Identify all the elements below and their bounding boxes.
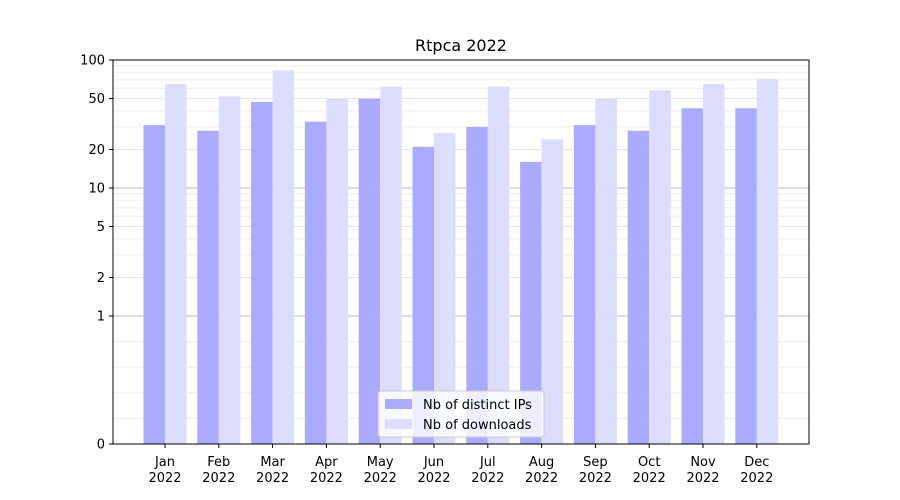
x-tick-label-year: 2022 (740, 471, 773, 486)
bar-downloads (272, 70, 295, 444)
x-tick-label-month: Nov (690, 455, 716, 470)
plot-frame (112, 59, 810, 445)
bar-downloads (434, 132, 456, 444)
bar-downloads (218, 96, 241, 445)
y-tick-label: 1 (97, 310, 105, 325)
bar-downloads (649, 90, 671, 444)
x-tick-label-year: 2022 (417, 471, 450, 486)
x-tick-label-month: Aug (529, 455, 554, 470)
x-tick-label-year: 2022 (364, 471, 397, 486)
x-tick-label-year: 2022 (310, 471, 343, 486)
y-tick-label: 20 (88, 143, 105, 158)
bar-distinct-ips (735, 108, 757, 444)
x-tick-label-month: Jun (423, 455, 444, 470)
bar-distinct-ips (627, 130, 650, 444)
legend: Nb of distinct IPs Nb of downloads (377, 390, 545, 438)
y-tick-label: 0 (97, 438, 105, 453)
y-tick-label: 2 (97, 271, 105, 286)
legend-swatch (385, 419, 412, 429)
bar-distinct-ips (358, 98, 381, 445)
bar-downloads (165, 83, 187, 445)
bar-downloads (756, 79, 779, 444)
y-tick-label: 100 (80, 54, 105, 69)
bar-distinct-ips (520, 161, 542, 445)
x-tick-label-month: Feb (207, 455, 230, 470)
x-tick-label-month: Apr (315, 455, 338, 470)
y-tick-label: 5 (97, 220, 105, 235)
chart-title: Rtpca 2022 (415, 36, 507, 55)
bar-distinct-ips (197, 130, 219, 444)
x-tick-label-year: 2022 (579, 471, 612, 486)
x-tick-label-year: 2022 (202, 471, 235, 486)
bar-distinct-ips (251, 101, 273, 445)
x-tick-label-month: Jan (154, 455, 175, 470)
x-tick-label-month: Sep (583, 455, 608, 470)
legend-label: Nb of distinct IPs (423, 398, 532, 413)
bar-distinct-ips (573, 125, 596, 444)
bars (143, 70, 779, 445)
bar-downloads (487, 86, 510, 445)
legend-label: Nb of downloads (423, 418, 532, 433)
x-tick-label-year: 2022 (686, 471, 719, 486)
bar-distinct-ips (681, 108, 703, 444)
bar-downloads (380, 86, 402, 445)
bar-downloads (326, 98, 348, 445)
x-tick-label-year: 2022 (471, 471, 504, 486)
legend-box (377, 390, 545, 438)
bar-downloads (703, 83, 725, 445)
x-tick-label-month: Oct (638, 455, 660, 470)
x-tick-label-month: Mar (260, 455, 285, 470)
legend-swatch (385, 399, 412, 409)
y-tick-label: 10 (88, 182, 105, 197)
bar-distinct-ips (304, 121, 327, 444)
x-tick-label-month: Dec (744, 455, 769, 470)
x-tick-label-month: May (367, 455, 394, 470)
bar-distinct-ips (466, 126, 488, 445)
bar-distinct-ips (143, 125, 165, 444)
bar-distinct-ips (412, 146, 434, 445)
bar-downloads (595, 98, 617, 445)
y-tick-label: 50 (88, 92, 105, 107)
bar-downloads (541, 139, 564, 445)
x-tick-label-year: 2022 (148, 471, 181, 486)
axes: 0125102050100Jan2022Feb2022Mar2022Apr202… (80, 54, 810, 486)
x-tick-label-year: 2022 (525, 471, 558, 486)
x-tick-label-year: 2022 (633, 471, 666, 486)
x-tick-label-month: Jul (479, 455, 496, 470)
x-tick-label-year: 2022 (256, 471, 289, 486)
